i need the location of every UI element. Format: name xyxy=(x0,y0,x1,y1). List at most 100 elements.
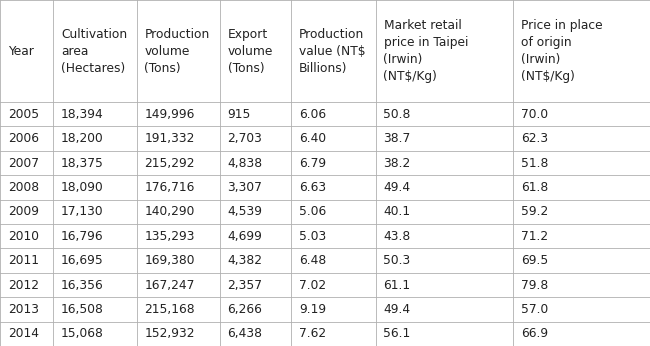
Bar xyxy=(0,321,53,346)
Bar xyxy=(513,102,650,126)
Text: 16,356: 16,356 xyxy=(61,279,104,292)
Bar xyxy=(291,248,376,273)
Bar xyxy=(291,200,376,224)
Text: 176,716: 176,716 xyxy=(144,181,195,194)
Text: 51.8: 51.8 xyxy=(521,156,548,170)
Text: 61.8: 61.8 xyxy=(521,181,548,194)
Text: 2007: 2007 xyxy=(8,156,39,170)
Bar xyxy=(220,0,291,102)
Text: 6.63: 6.63 xyxy=(299,181,326,194)
Bar xyxy=(0,127,53,151)
Bar xyxy=(136,102,220,126)
Bar xyxy=(0,224,53,248)
Text: 2011: 2011 xyxy=(8,254,39,267)
Bar xyxy=(220,248,291,273)
Text: 50.3: 50.3 xyxy=(384,254,411,267)
Text: 2,703: 2,703 xyxy=(227,132,263,145)
Bar xyxy=(513,0,650,102)
Bar xyxy=(376,175,513,200)
Bar xyxy=(220,127,291,151)
Bar xyxy=(53,151,136,175)
Text: 18,394: 18,394 xyxy=(61,108,104,121)
Text: 6.40: 6.40 xyxy=(299,132,326,145)
Text: 16,508: 16,508 xyxy=(61,303,104,316)
Bar xyxy=(53,224,136,248)
Text: 135,293: 135,293 xyxy=(144,230,195,243)
Bar xyxy=(136,224,220,248)
Bar xyxy=(291,175,376,200)
Text: 2014: 2014 xyxy=(8,327,39,340)
Text: 38.2: 38.2 xyxy=(384,156,411,170)
Bar xyxy=(513,321,650,346)
Text: 70.0: 70.0 xyxy=(521,108,548,121)
Text: 49.4: 49.4 xyxy=(384,303,411,316)
Bar xyxy=(53,321,136,346)
Text: 6.48: 6.48 xyxy=(299,254,326,267)
Bar xyxy=(53,248,136,273)
Text: 59.2: 59.2 xyxy=(521,205,548,218)
Bar xyxy=(376,321,513,346)
Text: 2008: 2008 xyxy=(8,181,39,194)
Text: 40.1: 40.1 xyxy=(384,205,411,218)
Bar xyxy=(376,0,513,102)
Text: Year: Year xyxy=(8,45,34,57)
Text: Production
volume
(Tons): Production volume (Tons) xyxy=(144,28,209,74)
Bar xyxy=(220,175,291,200)
Bar xyxy=(513,200,650,224)
Bar xyxy=(53,175,136,200)
Bar xyxy=(0,102,53,126)
Bar xyxy=(291,321,376,346)
Bar xyxy=(513,151,650,175)
Text: 3,307: 3,307 xyxy=(227,181,263,194)
Text: 62.3: 62.3 xyxy=(521,132,548,145)
Bar xyxy=(136,0,220,102)
Text: 4,382: 4,382 xyxy=(227,254,263,267)
Text: 215,292: 215,292 xyxy=(144,156,195,170)
Bar xyxy=(53,127,136,151)
Text: 18,200: 18,200 xyxy=(61,132,104,145)
Bar xyxy=(220,224,291,248)
Bar xyxy=(291,273,376,297)
Text: 15,068: 15,068 xyxy=(61,327,104,340)
Bar xyxy=(376,127,513,151)
Text: Export
volume
(Tons): Export volume (Tons) xyxy=(227,28,273,74)
Bar xyxy=(513,224,650,248)
Bar xyxy=(220,151,291,175)
Bar xyxy=(136,273,220,297)
Text: Cultivation
area
(Hectares): Cultivation area (Hectares) xyxy=(61,28,127,74)
Bar xyxy=(513,248,650,273)
Text: Production
value (NT$
Billions): Production value (NT$ Billions) xyxy=(299,28,365,74)
Text: 2006: 2006 xyxy=(8,132,39,145)
Text: 16,695: 16,695 xyxy=(61,254,104,267)
Text: 7.02: 7.02 xyxy=(299,279,326,292)
Text: 38.7: 38.7 xyxy=(384,132,411,145)
Text: 9.19: 9.19 xyxy=(299,303,326,316)
Bar xyxy=(220,321,291,346)
Bar xyxy=(0,175,53,200)
Text: 50.8: 50.8 xyxy=(384,108,411,121)
Text: 17,130: 17,130 xyxy=(61,205,104,218)
Text: 66.9: 66.9 xyxy=(521,327,548,340)
Text: 149,996: 149,996 xyxy=(144,108,195,121)
Text: 2005: 2005 xyxy=(8,108,39,121)
Text: 2010: 2010 xyxy=(8,230,39,243)
Text: Market retail
price in Taipei
(Irwin)
(NT$/Kg): Market retail price in Taipei (Irwin) (N… xyxy=(384,19,468,83)
Text: 5.06: 5.06 xyxy=(299,205,326,218)
Text: 49.4: 49.4 xyxy=(384,181,411,194)
Bar xyxy=(220,297,291,321)
Bar xyxy=(291,102,376,126)
Bar xyxy=(291,224,376,248)
Bar xyxy=(136,297,220,321)
Bar xyxy=(291,0,376,102)
Bar xyxy=(376,248,513,273)
Text: 16,796: 16,796 xyxy=(61,230,104,243)
Bar xyxy=(0,200,53,224)
Bar xyxy=(136,200,220,224)
Text: 6.79: 6.79 xyxy=(299,156,326,170)
Text: 7.62: 7.62 xyxy=(299,327,326,340)
Text: 61.1: 61.1 xyxy=(384,279,411,292)
Bar xyxy=(136,127,220,151)
Bar xyxy=(136,151,220,175)
Bar xyxy=(376,224,513,248)
Bar xyxy=(0,248,53,273)
